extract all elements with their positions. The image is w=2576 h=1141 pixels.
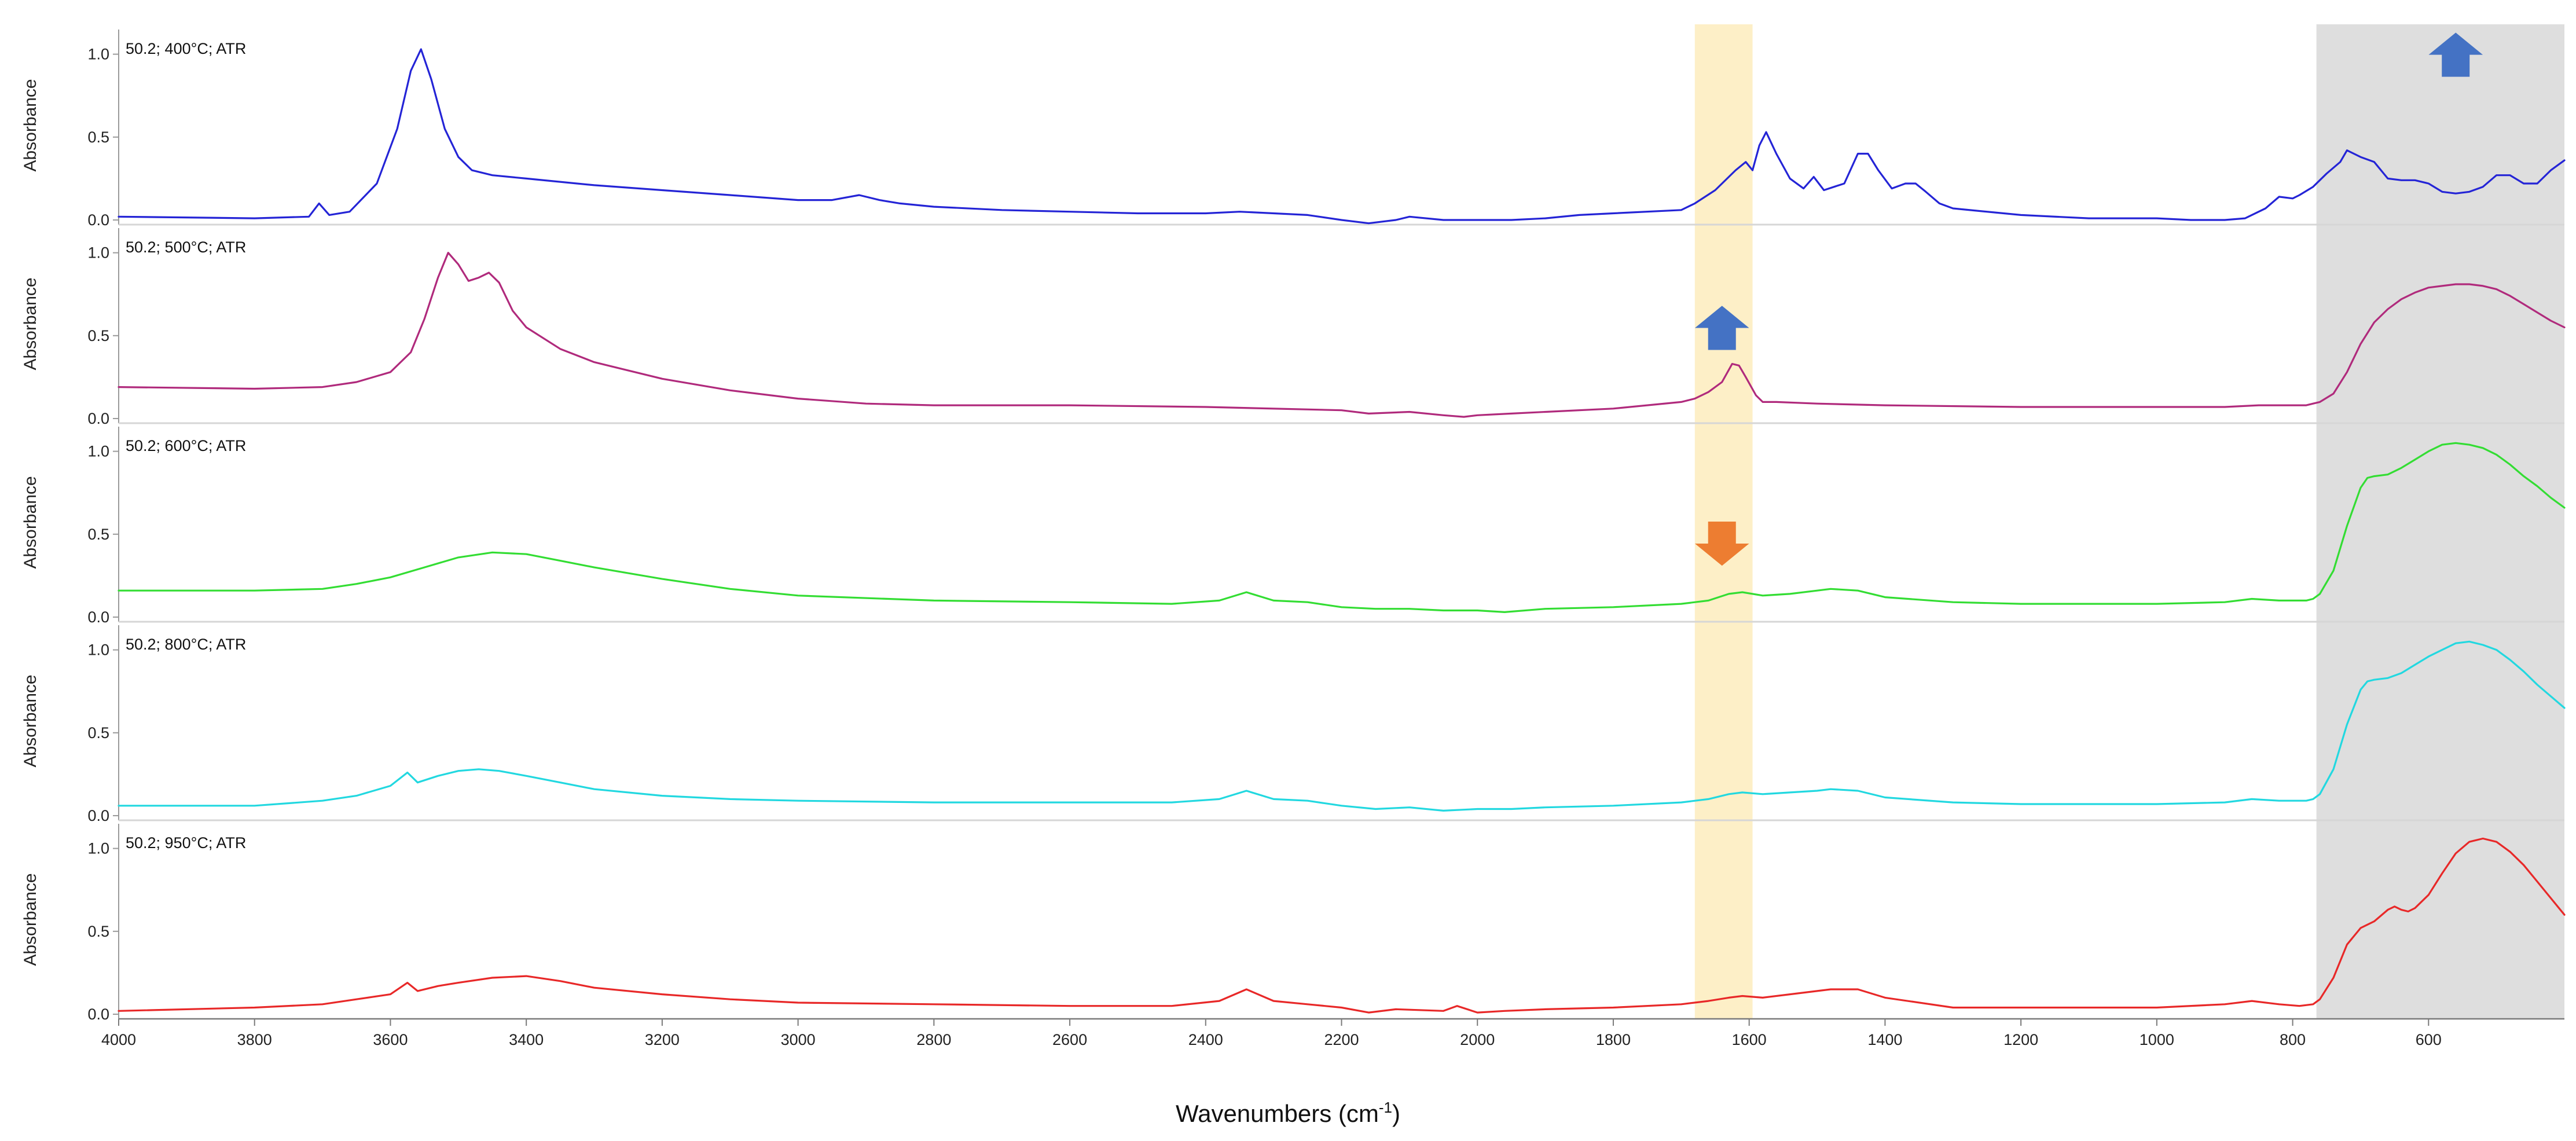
- x-tick-label: 2600: [1052, 1031, 1087, 1048]
- y-tick-label: 1.0: [87, 244, 109, 262]
- spectrum-panel-4: 0.0 0.5 1.0 Absorbance 50.2; 800°C; ATR: [21, 625, 2566, 824]
- y-tick-label: 1.0: [87, 46, 109, 63]
- x-tick-label: 3400: [509, 1031, 544, 1048]
- panel-label: 50.2; 800°C; ATR: [126, 636, 246, 653]
- y-tick-label: 0.0: [87, 1006, 109, 1023]
- y-tick-label: 0.0: [87, 807, 109, 824]
- spectrum-panel-1: 0.0 0.5 1.0 Absorbance 50.2; 400°C; ATR: [21, 30, 2566, 229]
- x-axis-title: Wavenumbers (cm-1): [1176, 1099, 1400, 1127]
- x-tick-label: 3000: [781, 1031, 816, 1048]
- x-tick-label: 1600: [1732, 1031, 1767, 1048]
- x-tick-label: 3200: [645, 1031, 680, 1048]
- y-tick-label: 0.5: [87, 724, 109, 742]
- x-axis: 4000 3800 3600 3400 3200 3000 2800 2600 2400 2200…: [101, 1018, 2564, 1048]
- spectrum-panel-2: 0.0 0.5 1.0 Absorbance 50.2; 500°C; ATR: [21, 228, 2566, 427]
- y-tick-label: 0.5: [87, 129, 109, 146]
- panel-label: 50.2; 950°C; ATR: [126, 834, 246, 852]
- y-tick-label: 0.0: [87, 211, 109, 229]
- y-tick-label: 1.0: [87, 641, 109, 659]
- y-tick-label: 0.0: [87, 410, 109, 427]
- y-axis-title: Absorbance: [21, 674, 40, 767]
- panel-label: 50.2; 500°C; ATR: [126, 239, 246, 256]
- y-tick-label: 0.5: [87, 327, 109, 344]
- y-axis-title: Absorbance: [21, 873, 40, 966]
- x-tick-label: 1200: [2003, 1031, 2038, 1048]
- x-tick-label: 1000: [2140, 1031, 2174, 1048]
- arrow-layer: [1694, 32, 2483, 566]
- y-axis-title: Absorbance: [21, 476, 40, 568]
- x-axis-title-main: Wavenumbers (cm: [1176, 1100, 1379, 1127]
- panel-label: 50.2; 600°C; ATR: [126, 437, 246, 454]
- x-tick-label: 2000: [1460, 1031, 1495, 1048]
- arrow-down-icon: [1694, 522, 1749, 566]
- x-tick-label: 3600: [373, 1031, 408, 1048]
- x-tick-label: 2200: [1324, 1031, 1359, 1048]
- x-tick-label: 4000: [101, 1031, 136, 1048]
- arrow-up-icon: [1694, 306, 1749, 350]
- x-axis-title-superscript: -1: [1379, 1099, 1392, 1116]
- y-tick-label: 0.5: [87, 526, 109, 543]
- y-tick-label: 1.0: [87, 443, 109, 460]
- spectrum-panel-5: 0.0 0.5 1.0 Absorbance 50.2; 950°C; ATR: [21, 824, 2566, 1023]
- x-tick-label: 3800: [237, 1031, 272, 1048]
- x-axis-title-close: ): [1392, 1100, 1400, 1127]
- spectrum-line: [118, 837, 2566, 1014]
- y-axis-title: Absorbance: [21, 79, 40, 171]
- x-tick-label: 1800: [1596, 1031, 1631, 1048]
- panel-label: 50.2; 400°C; ATR: [126, 40, 246, 57]
- spectrum-line: [118, 442, 2566, 613]
- spectrum-line: [118, 252, 2566, 418]
- y-axis-title: Absorbance: [21, 277, 40, 370]
- x-tick-label: 1400: [1867, 1031, 1902, 1048]
- spectrum-line: [118, 48, 2566, 225]
- spectrum-line: [118, 640, 2566, 812]
- y-tick-label: 0.5: [87, 923, 109, 940]
- x-tick-label: 2400: [1188, 1031, 1223, 1048]
- x-tick-label: 600: [2416, 1031, 2442, 1048]
- spectrum-panel-3: 0.0 0.5 1.0 Absorbance 50.2; 600°C; ATR: [21, 427, 2566, 626]
- y-tick-label: 0.0: [87, 608, 109, 626]
- x-tick-label: 2800: [916, 1031, 951, 1048]
- arrow-up-icon: [2428, 32, 2483, 77]
- y-tick-label: 1.0: [87, 840, 109, 857]
- x-tick-label: 800: [2280, 1031, 2306, 1048]
